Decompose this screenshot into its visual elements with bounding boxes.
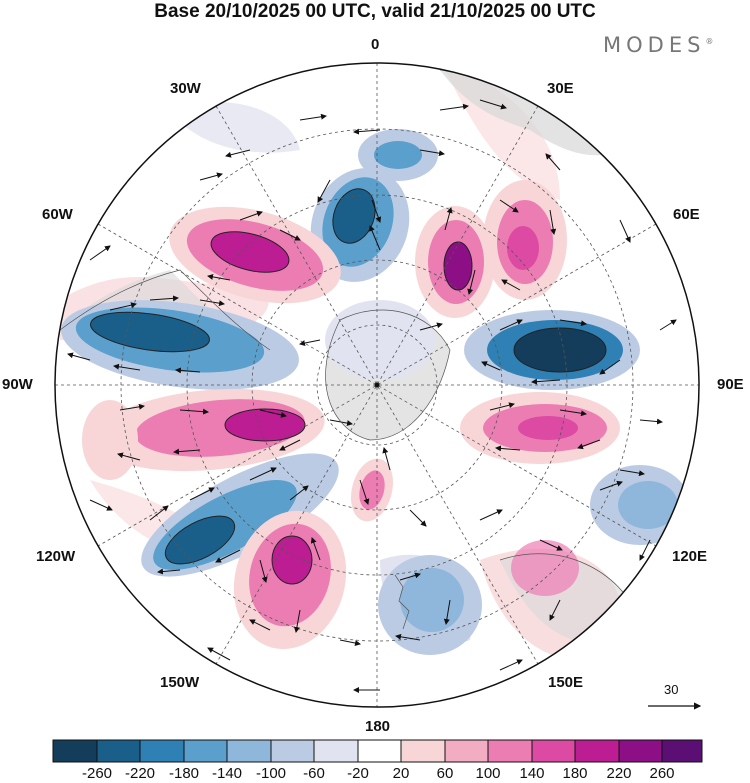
map-border (54, 62, 700, 708)
lon-label-30w: 30W (170, 80, 201, 97)
colorbar-label: -100 (255, 765, 287, 782)
registered-mark: ® (705, 37, 714, 46)
colorbar-swatch (445, 740, 488, 762)
graticule (55, 63, 699, 707)
map-field (55, 63, 699, 707)
colorbar-swatch (619, 740, 662, 762)
lon-label-150w: 150W (160, 674, 200, 691)
colorbar (52, 739, 703, 763)
colorbar-label: -220 (124, 765, 156, 782)
lon-label-30e: 30E (547, 80, 574, 97)
lon-label-120e: 120E (672, 548, 708, 565)
colorbar-swatch (532, 740, 575, 762)
colorbar-label: -140 (211, 765, 243, 782)
colorbar-label: 140 (519, 765, 545, 782)
colorbar-swatch (53, 740, 97, 762)
brand-text: MODES (603, 33, 706, 57)
colorbar-label: -60 (303, 765, 325, 782)
lon-label-120w: 120W (36, 548, 76, 565)
colorbar-label: -260 (81, 765, 113, 782)
modes-logo: MODES® (603, 33, 713, 57)
lon-label-90e: 90E (717, 376, 744, 393)
colorbar-swatch (488, 740, 532, 762)
colorbar-label: 220 (606, 765, 632, 782)
colorbar-swatch (271, 740, 314, 762)
colorbar-swatch (358, 740, 401, 762)
vector-scale-label: 30 (664, 682, 679, 697)
negative-anomalies (61, 129, 690, 655)
colorbar-swatch (140, 740, 184, 762)
lon-label-150e: 150E (548, 674, 584, 691)
lon-label-180: 180 (365, 718, 391, 735)
colorbar-swatch (401, 740, 445, 762)
colorbar-label: 260 (649, 765, 675, 782)
colorbar-swatch (184, 740, 227, 762)
colorbar-label: -180 (168, 765, 200, 782)
colorbar-swatch (97, 740, 140, 762)
lon-label-0: 0 (371, 36, 380, 53)
colorbar-swatch (575, 740, 619, 762)
lon-label-60e: 60E (673, 206, 700, 223)
lon-label-90w: 90W (2, 376, 33, 393)
contour-lines (90, 188, 607, 585)
colorbar-swatch (227, 740, 271, 762)
colorbar-label: 60 (436, 765, 454, 782)
colorbar-swatch (662, 740, 702, 762)
map-title: Base 20/10/2025 00 UTC, valid 21/10/2025… (154, 1, 596, 22)
lon-label-60w: 60W (42, 206, 73, 223)
colorbar-label: 100 (475, 765, 501, 782)
colorbar-label: 20 (392, 765, 410, 782)
colorbar-label: -20 (347, 765, 369, 782)
colorbar-label: 180 (562, 765, 588, 782)
colorbar-swatch (314, 740, 358, 762)
wind-vectors (67, 99, 677, 693)
